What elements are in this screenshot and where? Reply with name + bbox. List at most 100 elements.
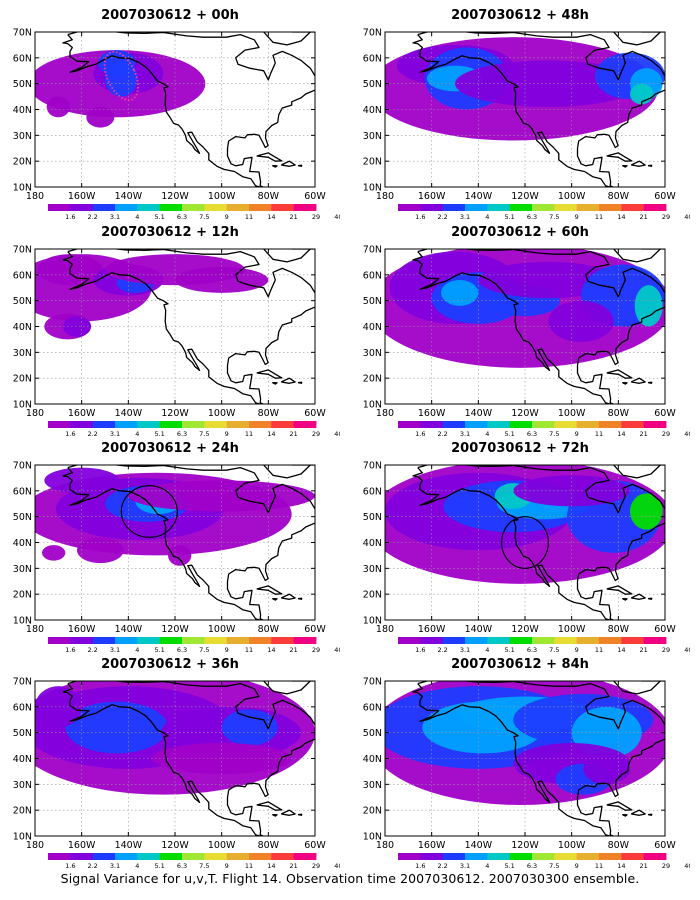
lon-tick-label: 60W (654, 408, 676, 419)
panel-title: 2007030612 + 24h (101, 441, 239, 456)
colorbar-label: 6.3 (177, 862, 187, 870)
colorbar-label: 21 (290, 862, 298, 870)
lat-tick-label: 50N (363, 728, 382, 739)
colorbar: 1.6 2.2 3.1 4 5.1 6.3 7.5 9 11 14 21 29 40 (398, 637, 690, 654)
colorbar-label: 4 (485, 430, 489, 438)
contour-circle (120, 485, 178, 538)
colorbar: 1.6 2.2 3.1 4 5.1 6.3 7.5 9 11 14 21 29 40 (398, 204, 690, 221)
grid (35, 32, 315, 187)
panel-title: 2007030612 + 48h (451, 8, 589, 23)
colorbar-label: 7.5 (549, 646, 559, 654)
lat-tick-label: 40N (13, 322, 32, 333)
colorbar-label: 1.6 (415, 862, 425, 870)
lon-tick-label: 100W (558, 840, 586, 851)
lat-tick-label: 60N (363, 486, 382, 497)
lon-tick-label: 180 (26, 624, 44, 635)
lat-tick-label: 30N (13, 348, 32, 359)
flight-track (103, 50, 139, 101)
lon-tick-label: 60W (304, 408, 326, 419)
colorbar-label: 1.6 (415, 213, 425, 221)
colorbar-label: 7.5 (549, 430, 559, 438)
lon-tick-label: 120W (511, 840, 539, 851)
variance-shading (385, 37, 665, 141)
colorbar-label: 5.1 (504, 430, 514, 438)
colorbar-label: 5.1 (504, 213, 514, 221)
colorbar: 1.6 2.2 3.1 4 5.1 6.3 7.5 9 11 14 21 29 40 (48, 853, 340, 870)
lat-tick-label: 10N (13, 616, 32, 627)
colorbar-label: 9 (225, 862, 229, 870)
lat-tick-label: 20N (13, 374, 32, 385)
colorbar-label: 9 (575, 862, 579, 870)
lat-tick-label: 70N (13, 245, 32, 256)
colorbar-label: 3.1 (460, 646, 470, 654)
lon-tick-label: 160W (418, 408, 446, 419)
colorbar-label: 40 (684, 862, 690, 870)
lat-tick-label: 50N (13, 512, 32, 523)
colorbar-label: 14 (267, 646, 275, 654)
grid (385, 249, 665, 404)
colorbar-label: 11 (595, 430, 603, 438)
lon-tick-label: 100W (208, 840, 236, 851)
map-panel-36h: 70N 60N 50N 40N 30N 20N 10N 180 160W 140W 120W 100W… (0, 657, 340, 872)
colorbar-label: 2.2 (87, 646, 97, 654)
grid (35, 249, 315, 404)
lat-tick-label: 30N (13, 564, 32, 575)
colorbar-label: 6.3 (177, 213, 187, 221)
variance-shading (385, 681, 665, 805)
lon-tick-label: 120W (161, 191, 189, 202)
colorbar-label: 21 (290, 646, 298, 654)
lat-tick-label: 10N (363, 616, 382, 627)
colorbar-label: 21 (640, 430, 648, 438)
lat-tick-label: 70N (363, 28, 382, 39)
lon-tick-label: 60W (304, 191, 326, 202)
colorbar-label: 29 (662, 213, 670, 221)
lon-tick-label: 180 (26, 408, 44, 419)
map-panel-60h: 70N 60N 50N 40N 30N 20N 10N 180 160W 140W 120W 100W… (350, 225, 690, 440)
lat-tick-label: 60N (13, 270, 32, 281)
map-panel-00h: 70N 60N 50N 40N 30N 20N 10N 180 160W 140W 120W 100W… (0, 8, 340, 223)
lon-tick-label: 160W (418, 840, 446, 851)
colorbar-label: 4 (135, 213, 139, 221)
lat-tick-label: 60N (363, 53, 382, 64)
colorbar-label: 6.3 (527, 430, 537, 438)
colorbar-label: 5.1 (504, 862, 514, 870)
map-panel-24h: 70N 60N 50N 40N 30N 20N 10N 180 160W 140W 120W 100W… (0, 441, 340, 656)
colorbar-label: 40 (334, 213, 340, 221)
lon-tick-label: 160W (68, 624, 96, 635)
lon-tick-label: 120W (511, 408, 539, 419)
panel-title: 2007030612 + 12h (101, 225, 239, 240)
colorbar-label: 1.6 (65, 213, 75, 221)
colorbar-label: 40 (684, 213, 690, 221)
map-panel-72h: 70N 60N 50N 40N 30N 20N 10N 180 160W 140W 120W 100W… (350, 441, 690, 656)
lat-tick-label: 40N (363, 322, 382, 333)
colorbar-label: 2.2 (437, 646, 447, 654)
colorbar-label: 3.1 (110, 862, 120, 870)
lon-tick-label: 140W (465, 840, 493, 851)
colorbar-label: 29 (312, 862, 320, 870)
lat-tick-label: 50N (13, 79, 32, 90)
coastline (412, 249, 665, 404)
colorbar-label: 21 (640, 213, 648, 221)
lon-tick-label: 100W (558, 624, 586, 635)
colorbar-label: 11 (245, 862, 253, 870)
variance-shading (385, 249, 665, 368)
colorbar-label: 2.2 (87, 213, 97, 221)
coastline (62, 681, 315, 836)
colorbar-label: 14 (617, 646, 625, 654)
colorbar-label: 7.5 (199, 862, 209, 870)
colorbar-label: 4 (135, 862, 139, 870)
colorbar-label: 3.1 (110, 646, 120, 654)
contour-circle (501, 516, 549, 569)
grid (385, 32, 665, 187)
colorbar-label: 3.1 (460, 213, 470, 221)
panel-title: 2007030612 + 00h (101, 8, 239, 23)
lat-tick-label: 40N (13, 538, 32, 549)
lat-tick-label: 20N (363, 806, 382, 817)
lat-tick-label: 30N (13, 131, 32, 142)
colorbar-label: 14 (267, 862, 275, 870)
lon-tick-label: 100W (558, 191, 586, 202)
coastline (62, 249, 315, 404)
lat-tick-label: 70N (13, 461, 32, 472)
